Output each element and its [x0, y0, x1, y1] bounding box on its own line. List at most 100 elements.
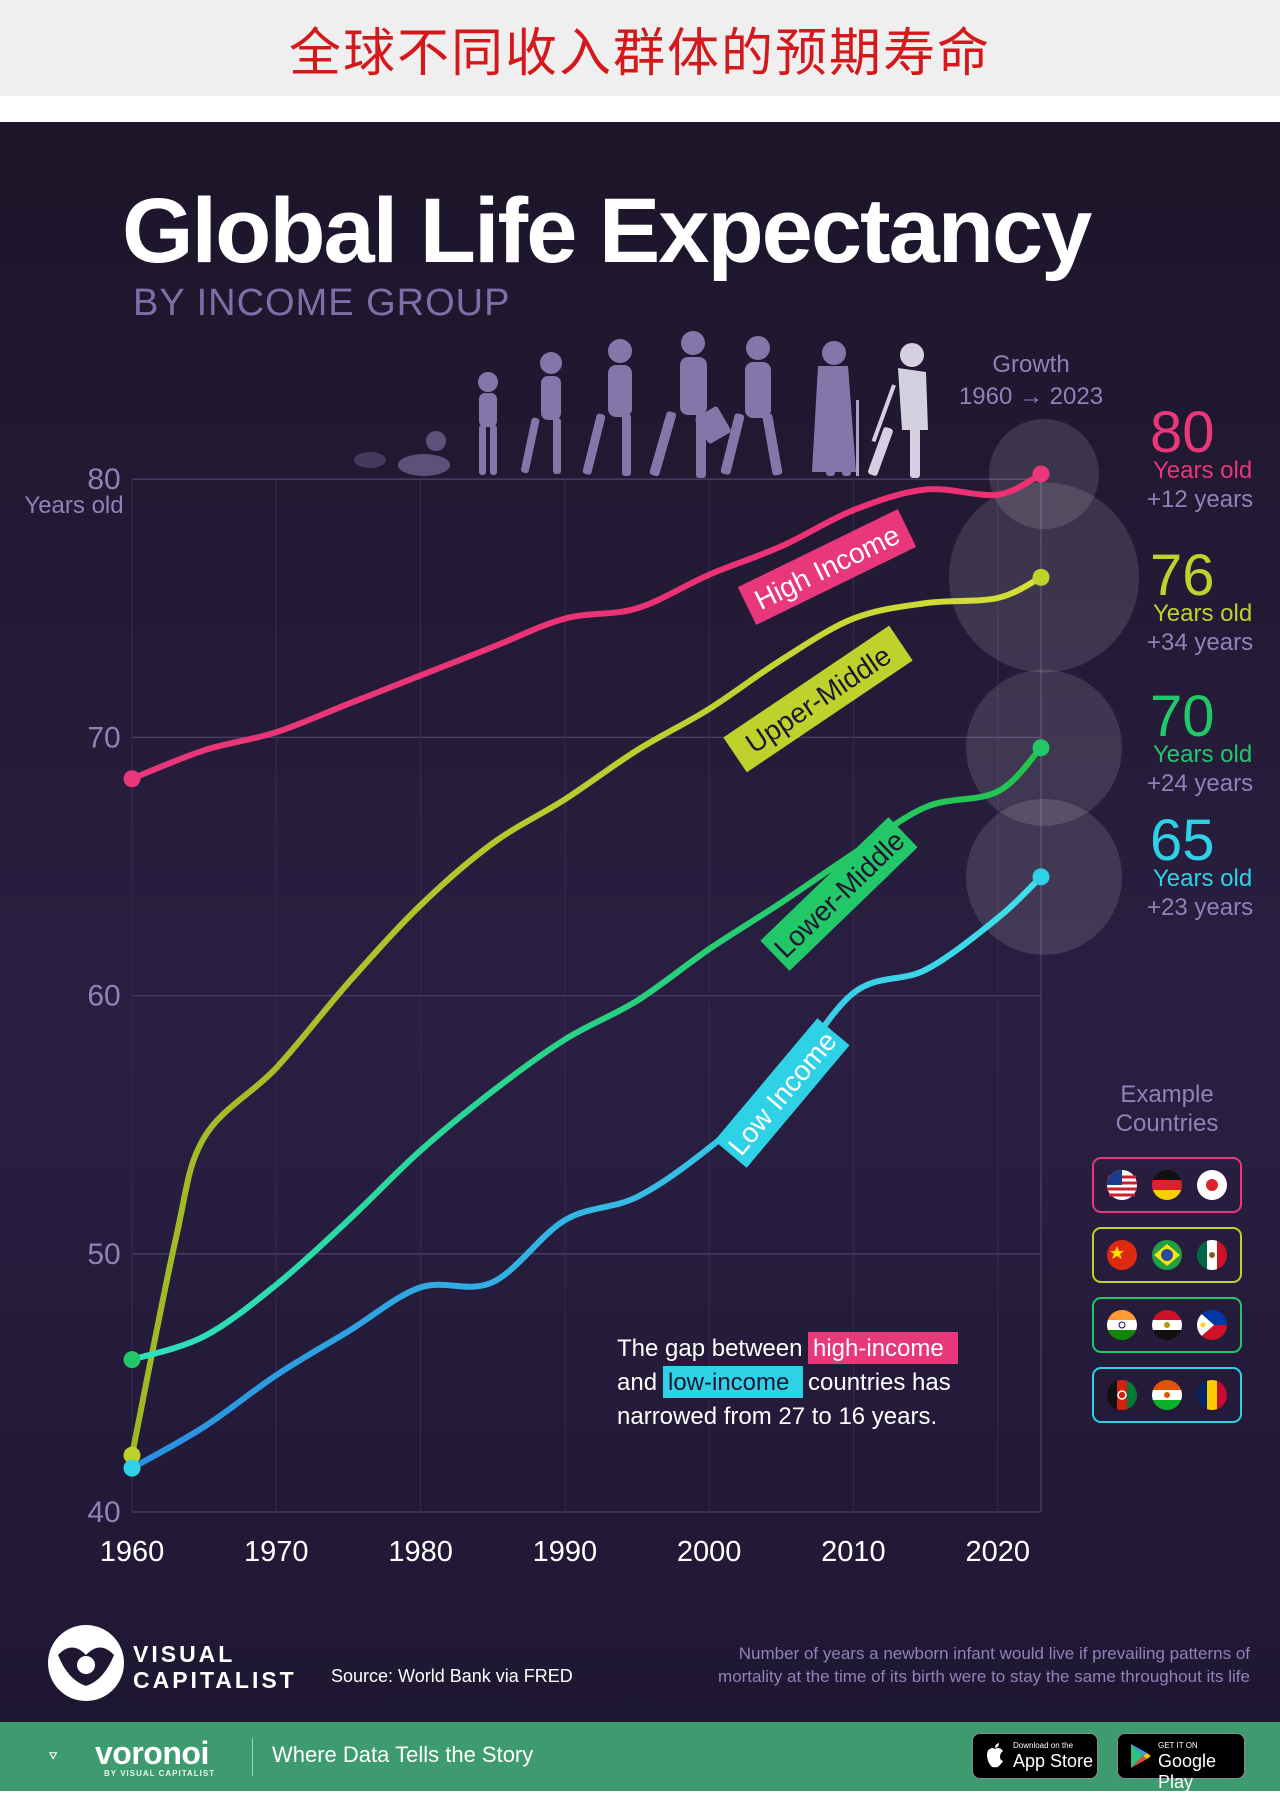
- example-countries-title-1: Example: [1120, 1081, 1213, 1108]
- end-value-low: 65 Years old +23 years: [1147, 808, 1253, 921]
- footer-tagline: Where Data Tells the Story: [272, 1742, 534, 1767]
- x-tick-label-1990: 1990: [533, 1536, 598, 1568]
- voronoi-logo-icon: [48, 1752, 58, 1760]
- end-value-high-growth: +12 years: [1147, 486, 1253, 513]
- gap-note-line3: narrowed from 27 to 16 years.: [617, 1403, 937, 1430]
- google-play-icon: [1131, 1744, 1151, 1768]
- series-end-point-high-income: [1032, 465, 1050, 483]
- line-label-bg-high-income: [737, 509, 917, 625]
- brazil-flag-icon: [1152, 1240, 1182, 1270]
- app-store-big-text: App Store: [1013, 1751, 1094, 1771]
- visual-capitalist-logo-icon: [48, 1625, 124, 1701]
- y-tick-label-40: 40: [87, 1496, 120, 1529]
- footer-divider: [252, 1738, 253, 1776]
- series-line-lower-middle: [129, 744, 1044, 1363]
- end-value-high: 80 Years old +12 years: [1147, 400, 1253, 513]
- growth-header-line2: 1960 → 2023: [959, 383, 1103, 410]
- line-label-bg-lower-middle: [760, 817, 918, 971]
- end-value-lower-unit: Years old: [1153, 741, 1252, 768]
- end-value-lower-growth: +24 years: [1147, 770, 1253, 797]
- vc-logo-line1: VISUAL: [133, 1641, 235, 1667]
- chinese-title-banner: 全球不同收入群体的预期寿命: [0, 0, 1280, 96]
- flags-group-lower: [1092, 1297, 1242, 1353]
- line-label-bg-low-income: [714, 1018, 850, 1168]
- x-tick-label-1980: 1980: [388, 1536, 453, 1568]
- y-tick-label-60: 60: [87, 980, 120, 1013]
- app-store-button[interactable]: Download on the App Store: [972, 1733, 1098, 1779]
- definition-line1: Number of years a newborn infant would l…: [739, 1644, 1250, 1663]
- y-tick-label-50: 50: [87, 1238, 120, 1271]
- apple-icon: [987, 1743, 1003, 1768]
- end-value-low-number: 65: [1150, 808, 1215, 873]
- life-expectancy-chart: Global Life Expectancy BY INCOME GROUP: [0, 122, 1280, 1791]
- end-value-lower: 70 Years old +24 years: [1147, 684, 1253, 797]
- series-line-upper-middle: [129, 574, 1044, 1459]
- series-start-point-upper-middle: [123, 1446, 141, 1464]
- egypt-flag-icon: [1152, 1310, 1182, 1340]
- aging-silhouettes-icon: [354, 331, 928, 478]
- x-tick-label-2020: 2020: [965, 1536, 1030, 1568]
- end-value-upper: 76 Years old +34 years: [1147, 543, 1253, 656]
- chart-subtitle: BY INCOME GROUP: [133, 282, 510, 324]
- voronoi-brand-sub: BY VISUAL CAPITALIST: [104, 1769, 216, 1778]
- google-play-button[interactable]: GET IT ON Google Play: [1117, 1733, 1245, 1792]
- flags-group-upper: [1092, 1227, 1242, 1283]
- gap-note-part1: The gap between: [617, 1335, 802, 1362]
- series-end-point-upper-middle: [1032, 568, 1050, 586]
- series-line-high-income: [129, 471, 1044, 782]
- niger-flag-icon: [1152, 1380, 1182, 1410]
- example-countries-title-2: Countries: [1116, 1110, 1219, 1137]
- source-text: Source: World Bank via FRED: [331, 1666, 573, 1686]
- series-start-point-low-income: [123, 1459, 141, 1477]
- japan-flag-icon: [1197, 1170, 1227, 1200]
- x-tick-label-1960: 1960: [100, 1536, 165, 1568]
- end-value-upper-unit: Years old: [1153, 600, 1252, 627]
- end-value-low-unit: Years old: [1153, 865, 1252, 892]
- mexico-flag-icon: [1197, 1240, 1227, 1270]
- voronoi-brand-name: voronoi: [95, 1735, 209, 1771]
- gap-note: The gap between high-income and low-inco…: [617, 1332, 958, 1430]
- series-line-low-income: [129, 873, 1044, 1472]
- usa-flag-icon: [1107, 1170, 1137, 1200]
- end-value-lower-number: 70: [1150, 684, 1215, 749]
- end-value-low-growth: +23 years: [1147, 894, 1253, 921]
- gap-note-high-highlight: [808, 1332, 958, 1364]
- gap-note-part3: countries has: [808, 1369, 951, 1396]
- google-play-big-text: Google Play: [1158, 1751, 1217, 1792]
- series-end-point-low-income: [1032, 868, 1050, 886]
- x-tick-label-2010: 2010: [821, 1536, 886, 1568]
- line-label-bg-upper-middle: [723, 625, 913, 773]
- x-tick-label-2000: 2000: [677, 1536, 742, 1568]
- afghanistan-flag-icon: [1107, 1380, 1137, 1410]
- growth-header-line1: Growth: [992, 351, 1069, 378]
- gap-note-low-highlight: [663, 1366, 803, 1398]
- china-flag-icon: [1107, 1240, 1137, 1270]
- flags-group-high: [1092, 1157, 1242, 1213]
- series-start-point-lower-middle: [123, 1351, 141, 1369]
- chad-flag-icon: [1197, 1380, 1227, 1410]
- end-value-upper-number: 76: [1150, 543, 1215, 608]
- y-tick-label-70: 70: [87, 721, 120, 754]
- gap-note-part2: and: [617, 1369, 657, 1396]
- chart-title: Global Life Expectancy: [122, 180, 1092, 282]
- germany-flag-icon: [1152, 1170, 1182, 1200]
- end-value-upper-growth: +34 years: [1147, 629, 1253, 656]
- flags-group-low: [1092, 1367, 1242, 1423]
- infographic: Global Life Expectancy BY INCOME GROUP: [0, 122, 1280, 1791]
- end-value-high-number: 80: [1150, 400, 1215, 465]
- end-value-high-unit: Years old: [1153, 457, 1252, 484]
- app-store-small-text: Download on the: [1013, 1741, 1074, 1750]
- x-tick-label-1970: 1970: [244, 1536, 309, 1568]
- y-tick-label-80: 80: [87, 463, 120, 496]
- vc-logo-line2: CAPITALIST: [133, 1667, 297, 1693]
- philippines-flag-icon: [1197, 1310, 1227, 1340]
- chinese-title: 全球不同收入群体的预期寿命: [288, 23, 991, 84]
- google-play-small-text: GET IT ON: [1158, 1741, 1198, 1750]
- series-end-point-lower-middle: [1032, 739, 1050, 757]
- series-start-point-high-income: [123, 770, 141, 788]
- definition-line2: mortality at the time of its birth were …: [718, 1667, 1250, 1686]
- gap-note-low: low-income: [668, 1369, 789, 1396]
- gap-note-high: high-income: [813, 1335, 944, 1362]
- chart-background: [0, 122, 1280, 1791]
- y-unit-label: Years old: [24, 492, 123, 519]
